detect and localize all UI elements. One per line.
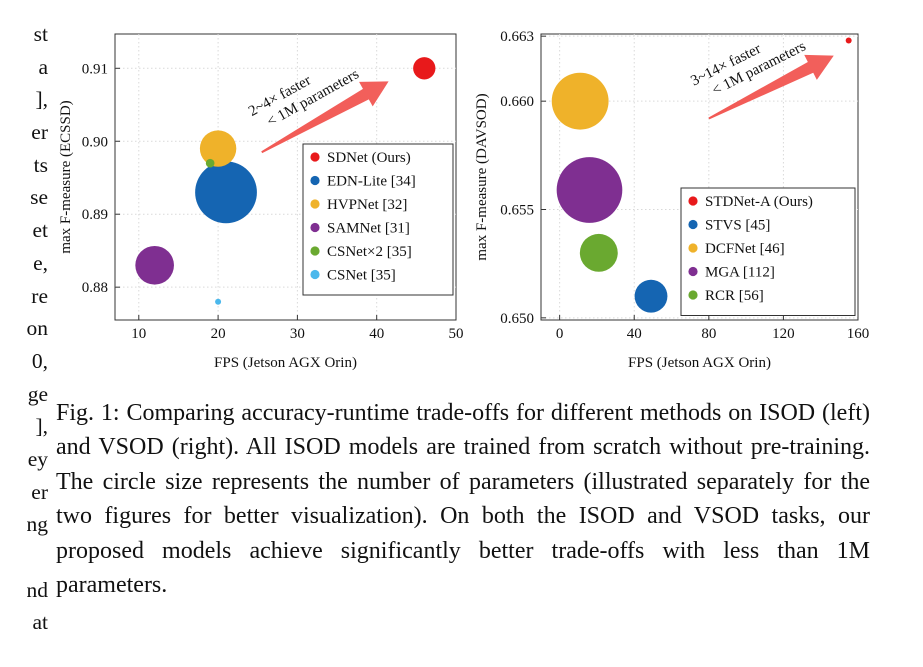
x-tick-label: 80 <box>701 326 716 342</box>
chart-1: 10 20 30 40 50 0.88 0.89 0.90 0.91 FPS (Jetson AG… <box>58 33 464 371</box>
bubble-1 <box>413 57 436 80</box>
legend-marker <box>688 243 698 253</box>
legend-label: CSNet [35] <box>327 268 396 284</box>
y-tick-label: 0.91 <box>82 61 108 77</box>
margin-fragment: ts <box>33 152 48 177</box>
legend-marker <box>688 266 698 277</box>
margin-fragment: se <box>30 185 48 210</box>
margin-fragment: ], <box>35 414 48 439</box>
margin-fragment: ], <box>35 87 48 112</box>
bubble-1 <box>845 37 852 44</box>
legend-marker <box>688 219 698 230</box>
y-axis-label: max F-measure (ECSSD) <box>58 100 74 253</box>
x-axis-label: FPS (Jetson AGX Orin) <box>214 355 357 371</box>
bubble-2 <box>195 161 257 224</box>
margin-fragment: 0, <box>31 348 48 373</box>
x-tick-label: 40 <box>369 326 384 342</box>
left-margin-text-fragments: st a], er ts se et e, re on 0, ge], ey er ng nd at <box>0 18 49 639</box>
legend-label: CSNet×2 [35] <box>327 244 412 260</box>
legend-marker <box>310 246 320 256</box>
y-tick-label: 0.655 <box>500 203 534 219</box>
legend-label: STVS [45] <box>705 218 770 234</box>
x-tick-label: 120 <box>772 326 795 342</box>
margin-fragment: on <box>26 316 49 341</box>
arrow-shape <box>708 54 834 120</box>
y-tick-label: 0.650 <box>500 311 534 327</box>
legend-marker <box>310 199 320 209</box>
legend-label: RCR [56] <box>705 288 764 304</box>
x-tick-label: 50 <box>449 326 464 342</box>
legend-marker <box>310 152 320 162</box>
y-tick-label: 0.88 <box>82 280 108 296</box>
legend-marker <box>310 222 320 233</box>
x-tick-label: 0 <box>556 326 564 342</box>
figure-caption: Fig. 1: Comparing accuracy-runtime trade… <box>56 400 870 599</box>
x-axis-label: FPS (Jetson AGX Orin) <box>628 355 771 371</box>
x-tick-label: 30 <box>290 326 305 342</box>
x-tick-label: 10 <box>131 326 146 342</box>
y-tick-label: 0.89 <box>82 207 108 223</box>
bubble-5 <box>579 233 618 272</box>
margin-fragment: er <box>31 120 48 145</box>
arrow-shape <box>261 81 389 154</box>
y-axis-label: max F-measure (DAVSOD) <box>474 93 490 260</box>
legend-label: SDNet (Ours) <box>327 150 411 166</box>
y-tick-label: 0.660 <box>500 94 534 110</box>
bubble-4 <box>556 157 623 223</box>
bubble-3 <box>199 130 237 167</box>
margin-fragment: nd <box>26 577 49 602</box>
margin-fragment: ge <box>27 381 48 406</box>
x-tick-label: 20 <box>211 326 226 342</box>
bubble-5 <box>205 158 215 168</box>
legend-label: STDNet-A (Ours) <box>705 194 813 210</box>
legend-marker <box>310 175 320 186</box>
legend-marker <box>688 290 698 300</box>
y-tick-label: 0.663 <box>500 29 534 45</box>
legend-marker <box>688 196 698 206</box>
margin-fragment: at <box>32 610 48 635</box>
margin-fragment: a <box>38 54 48 79</box>
x-tick-label: 40 <box>627 326 642 342</box>
margin-fragment <box>0 541 48 574</box>
legend-label: HVPNet [32] <box>327 197 407 213</box>
margin-fragment: er <box>31 479 48 504</box>
bubble-3 <box>551 72 609 130</box>
figure-bubble-charts: 10 20 30 40 50 0.88 0.89 0.90 0.91 FPS (Jetson AG… <box>58 29 870 371</box>
legend-box <box>302 143 454 296</box>
speedup-arrow <box>261 81 389 154</box>
legend-label: SAMNet [31] <box>327 221 410 237</box>
legend-label: EDN-Lite [34] <box>327 174 416 190</box>
legend-label: DCFNet [46] <box>705 241 785 257</box>
bubble-4 <box>135 245 174 285</box>
margin-fragment: ey <box>27 446 48 471</box>
margin-fragment: et <box>32 218 48 243</box>
margin-fragment: st <box>33 22 48 46</box>
x-tick-label: 160 <box>847 326 870 342</box>
legend-marker <box>310 269 320 280</box>
speedup-arrow <box>708 54 834 120</box>
y-tick-label: 0.90 <box>82 134 108 150</box>
bubble-2 <box>634 279 668 313</box>
chart-2: 0 40 80 120 160 0.650 0.655 0.660 0.663 FPS (Jets… <box>474 29 870 371</box>
bubble-6 <box>215 298 222 305</box>
legend-box <box>680 187 856 316</box>
margin-fragment: re <box>31 283 48 308</box>
margin-fragment: ng <box>26 512 49 537</box>
margin-fragment: e, <box>33 250 48 275</box>
legend-label: MGA [112] <box>705 265 775 281</box>
